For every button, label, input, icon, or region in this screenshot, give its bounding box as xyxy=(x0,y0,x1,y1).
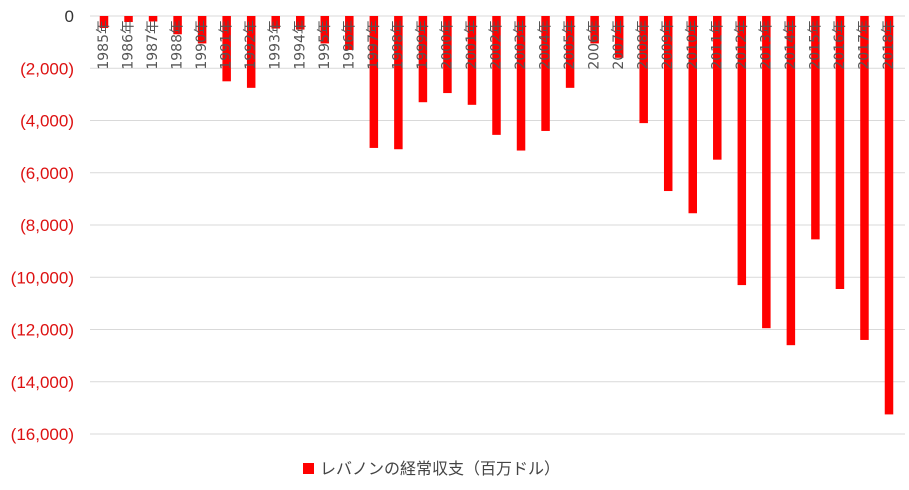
bar xyxy=(590,16,599,44)
bar xyxy=(762,16,771,329)
x-tick-label: 1985年 xyxy=(96,20,112,70)
bar xyxy=(467,16,477,105)
y-tick-label: (10,000) xyxy=(11,268,74,287)
x-tick-label: 2017年 xyxy=(856,20,872,70)
x-tick-label: 2003年 xyxy=(513,20,529,70)
bar xyxy=(639,16,648,124)
bar xyxy=(345,16,354,50)
x-tick-label: 2009年 xyxy=(660,20,676,70)
legend-label: レバノンの経常収支（百万ドル） xyxy=(320,459,560,478)
x-tick-label: 1998年 xyxy=(390,20,406,70)
bar xyxy=(786,16,796,346)
bar xyxy=(663,16,673,192)
legend-swatch xyxy=(303,463,314,474)
x-tick-label: 2007年 xyxy=(611,20,627,70)
bar xyxy=(148,16,158,22)
x-tick-label: 2018年 xyxy=(881,20,897,70)
x-axis: 1985年 1986年 1987年 1988年 1990年 1991年 1992年 1993年… xyxy=(96,20,897,70)
x-tick-label: 2006年 xyxy=(587,20,603,70)
x-tick-label: 2012年 xyxy=(734,20,750,70)
bar xyxy=(688,16,697,214)
y-tick-label: (14,000) xyxy=(11,373,74,392)
bar xyxy=(222,16,231,82)
bar xyxy=(197,16,207,44)
bar xyxy=(737,16,747,286)
x-tick-label: 1995年 xyxy=(317,20,333,70)
y-tick-label: (12,000) xyxy=(11,321,74,340)
bar xyxy=(394,16,403,150)
x-tick-label: 2001年 xyxy=(464,20,480,70)
x-tick-label: 1987年 xyxy=(145,20,161,70)
bars xyxy=(99,16,894,415)
bar xyxy=(443,16,452,94)
bar xyxy=(516,16,526,151)
x-tick-label: 2010年 xyxy=(685,20,701,70)
bar xyxy=(296,16,305,30)
bar xyxy=(811,16,820,240)
x-tick-label: 2005年 xyxy=(562,20,578,70)
x-tick-label: 2013年 xyxy=(758,20,774,70)
x-tick-label: 1999年 xyxy=(415,20,431,70)
x-tick-label: 1990年 xyxy=(194,20,210,70)
bar xyxy=(124,16,133,23)
y-axis: 0 (2,000) (4,000) (6,000) (8,000) (10,000) (12… xyxy=(11,7,74,444)
x-tick-label: 2011年 xyxy=(709,20,725,70)
x-tick-label: 2004年 xyxy=(538,20,554,70)
x-tick-label: 1993年 xyxy=(268,20,284,70)
x-tick-label: 2015年 xyxy=(807,20,823,70)
x-tick-label: 2008年 xyxy=(636,20,652,70)
x-tick-label: 2002年 xyxy=(489,20,505,70)
y-tick-label: (6,000) xyxy=(20,164,74,183)
y-tick-label: (8,000) xyxy=(20,216,74,235)
x-tick-label: 1997年 xyxy=(366,20,382,70)
y-tick-label: (4,000) xyxy=(20,112,74,131)
bar xyxy=(860,16,869,340)
bar xyxy=(271,16,280,29)
bar xyxy=(835,16,845,290)
bar xyxy=(884,16,894,415)
x-tick-label: 2016年 xyxy=(832,20,848,70)
x-tick-label: 2014年 xyxy=(783,20,799,70)
x-tick-label: 1994年 xyxy=(292,20,308,70)
bar xyxy=(565,16,575,88)
x-tick-label: 1991年 xyxy=(219,20,235,70)
y-tick-label: (2,000) xyxy=(20,59,74,78)
legend: レバノンの経常収支（百万ドル） xyxy=(303,459,560,478)
bar xyxy=(492,16,501,135)
x-tick-label: 1992年 xyxy=(243,20,259,70)
bar xyxy=(418,16,428,103)
bar xyxy=(713,16,722,160)
x-tick-label: 1996年 xyxy=(341,20,357,70)
bar xyxy=(614,16,624,58)
x-tick-label: 1988年 xyxy=(170,20,186,70)
bar xyxy=(246,16,256,88)
bar xyxy=(541,16,550,131)
x-tick-label: 2000年 xyxy=(439,20,455,70)
y-tick-label: 0 xyxy=(65,7,74,26)
bar xyxy=(173,16,182,35)
bar xyxy=(99,16,109,29)
x-tick-label: 1986年 xyxy=(121,20,137,70)
bar xyxy=(320,16,330,44)
bar xyxy=(369,16,379,148)
y-tick-label: (16,000) xyxy=(11,425,74,444)
